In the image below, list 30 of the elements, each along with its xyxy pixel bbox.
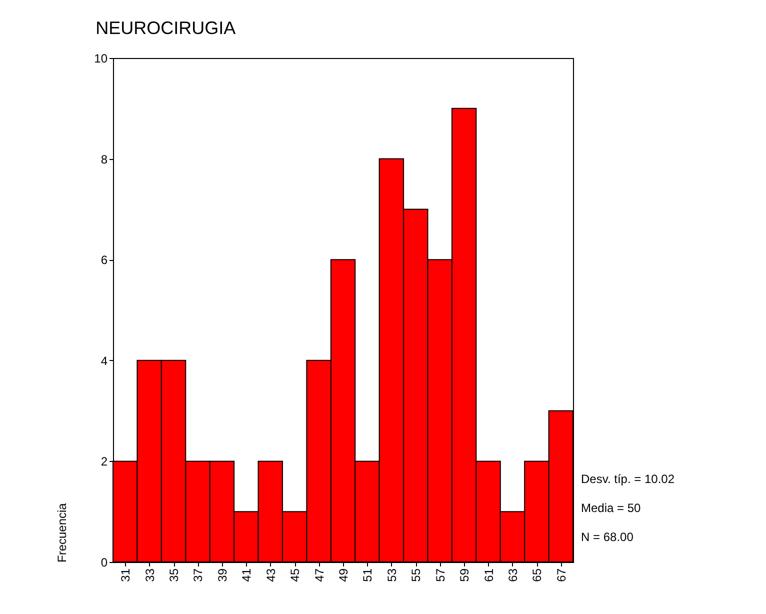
x-tick-label: 47 <box>312 568 326 582</box>
x-tick-label: 39 <box>215 568 230 582</box>
x-tick-label: 55 <box>409 568 424 582</box>
y-axis-title: Frecuencia <box>55 502 70 562</box>
y-tick-label: 4 <box>100 354 108 368</box>
x-tick-label: 43 <box>264 568 278 582</box>
x-tick-label: 65 <box>530 568 544 582</box>
x-tick-label: 61 <box>482 568 496 582</box>
x-tick-label: 67 <box>554 568 568 582</box>
x-tick-label: 35 <box>167 568 182 582</box>
x-tick-label: 37 <box>191 568 206 582</box>
y-tick-label: 8 <box>100 152 108 166</box>
x-tick-label: 31 <box>118 568 133 582</box>
text: Media = 50 <box>581 501 642 515</box>
x-tick-label: 45 <box>288 568 302 582</box>
y-tick-label: 2 <box>100 454 108 469</box>
x-tick-label: 63 <box>506 568 520 582</box>
x-tick-label: 49 <box>336 568 350 582</box>
text: N = 68.00 <box>581 530 634 544</box>
x-tick-label: 57 <box>433 568 448 582</box>
y-tick-label: 10 <box>94 52 108 66</box>
y-tick-label: 6 <box>100 253 108 268</box>
x-tick-label: 51 <box>360 568 375 582</box>
y-tick-label: 0 <box>100 556 108 570</box>
chart-title: NEUROCIRUGIA <box>96 18 236 38</box>
x-tick-label: 41 <box>240 568 254 582</box>
x-tick-label: 53 <box>384 568 399 582</box>
text: Desv. típ. = 10.02 <box>581 472 675 486</box>
x-tick-label: 33 <box>142 568 157 582</box>
x-tick-label: 59 <box>458 568 472 582</box>
